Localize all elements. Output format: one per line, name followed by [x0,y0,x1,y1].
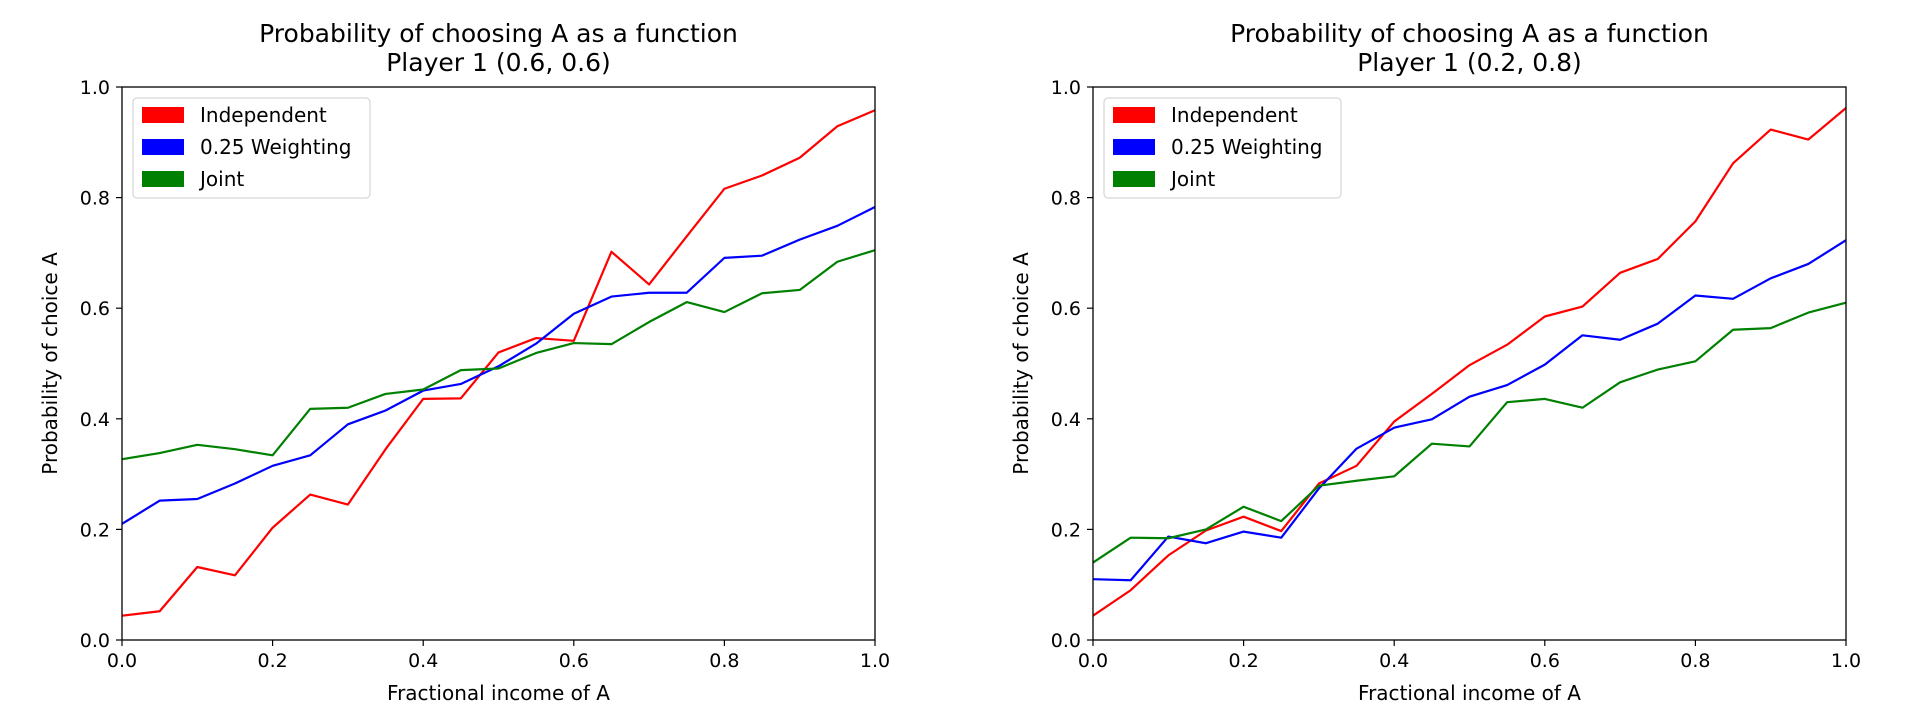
y-tick-label: 0.2 [1051,519,1081,541]
y-tick-label: 0.6 [1051,298,1081,320]
series-line-0-25-weighting [1092,239,1847,582]
x-tick-label: 0.6 [559,650,589,672]
legend: Independent 0.25 Weighting Joint [1103,97,1342,199]
plot-frame [121,86,876,641]
legend-box [132,97,371,199]
x-tick-label: 1.0 [1831,650,1861,672]
x-axis-label: Fractional income of A [387,681,610,705]
plot-frame [1092,86,1847,641]
x-tick-label: 0.0 [1078,650,1108,672]
legend-box [1103,97,1342,199]
series-line-joint [1092,301,1847,564]
x-tick-label: 0.4 [408,650,438,672]
chart-title: Probability of choosing A as a function [1230,19,1709,48]
y-tick-label: 0.8 [1051,188,1081,210]
x-tick-label: 0.2 [257,650,287,672]
legend: Independent 0.25 Weighting Joint [132,97,371,199]
y-tick-label: 0.0 [1051,630,1081,652]
x-tick-label: 0.4 [1379,650,1409,672]
legend-label: Joint [198,167,244,191]
chart-2: Probability of choosing A as a functionP… [1009,19,1861,705]
y-tick-label: 0.4 [80,409,110,431]
legend-swatch [1113,171,1155,187]
y-tick-label: 0.6 [80,298,110,320]
y-tick-label: 1.0 [80,77,110,99]
series-line-independent [121,109,876,617]
y-tick-label: 0.4 [1051,409,1081,431]
chart-subtitle: Player 1 (0.2, 0.8) [1357,48,1582,77]
x-tick-label: 1.0 [860,650,890,672]
x-tick-label: 0.2 [1228,650,1258,672]
legend-swatch [142,107,184,123]
x-tick-label: 0.8 [709,650,739,672]
y-axis-label: Probability of choice A [1009,252,1033,475]
x-tick-label: 0.6 [1530,650,1560,672]
legend-swatch [142,139,184,155]
series-line-0-25-weighting [121,206,876,525]
y-axis-label: Probability of choice A [38,252,62,475]
x-tick-label: 0.8 [1680,650,1710,672]
y-tick-label: 0.8 [80,188,110,210]
legend-label: Independent [1171,103,1298,127]
x-axis-label: Fractional income of A [1358,681,1581,705]
legend-label: Joint [1169,167,1215,191]
legend-label: 0.25 Weighting [1171,135,1323,159]
series-line-independent [1092,107,1847,617]
y-tick-label: 0.0 [80,630,110,652]
legend-label: Independent [200,103,327,127]
series-line-joint [121,249,876,461]
chart-1: Probability of choosing A as a functionP… [38,19,890,705]
legend-swatch [1113,139,1155,155]
legend-swatch [1113,107,1155,123]
y-tick-label: 1.0 [1051,77,1081,99]
x-tick-label: 0.0 [107,650,137,672]
y-tick-label: 0.2 [80,519,110,541]
chart-subtitle: Player 1 (0.6, 0.6) [386,48,611,77]
chart-title: Probability of choosing A as a function [259,19,738,48]
legend-swatch [142,171,184,187]
legend-label: 0.25 Weighting [200,135,352,159]
